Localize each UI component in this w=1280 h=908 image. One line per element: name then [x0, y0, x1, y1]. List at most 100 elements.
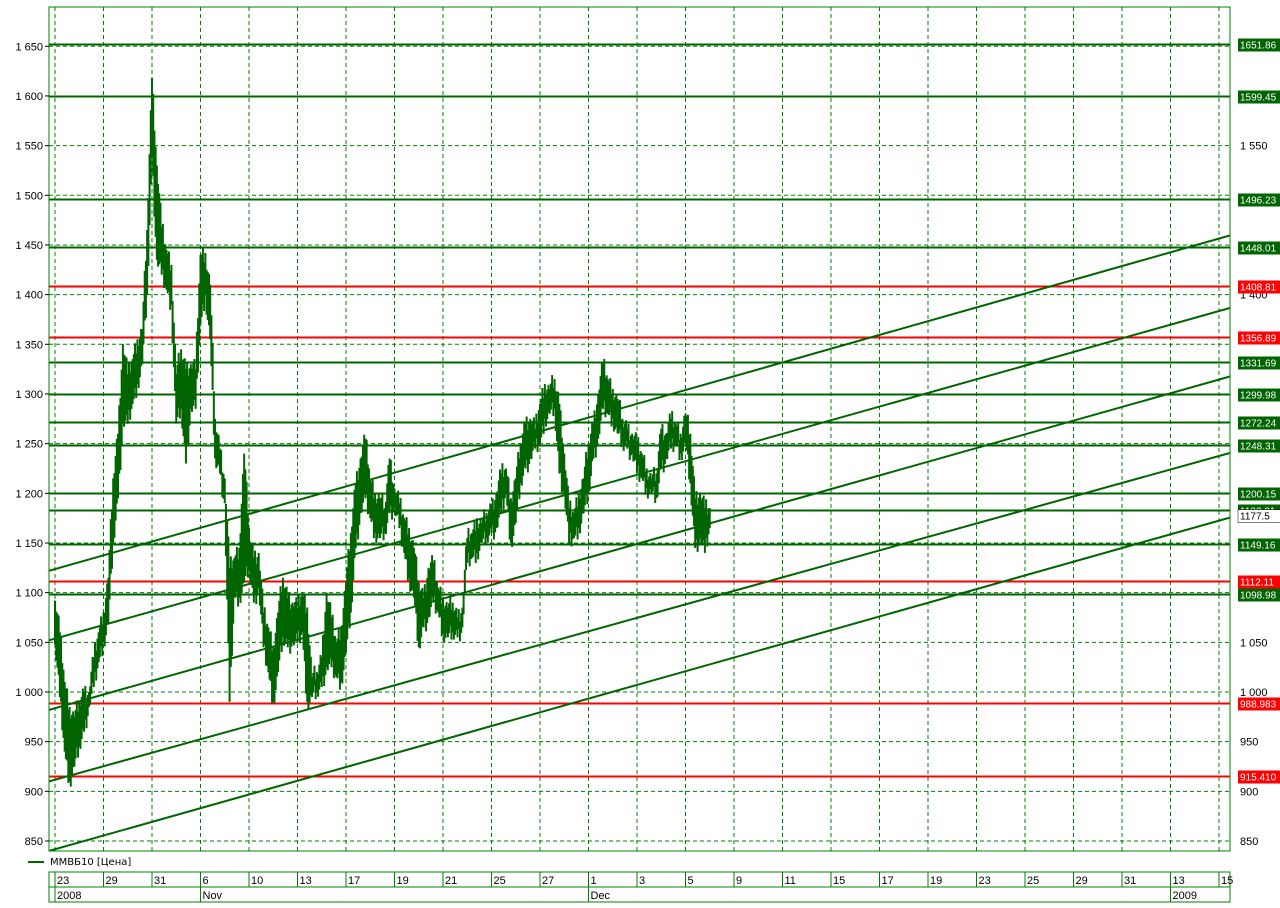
x-tick-label: 5: [688, 875, 694, 887]
level-label: 1112.11: [1240, 578, 1274, 589]
x-tick-label: 15: [1221, 875, 1233, 887]
last-price-box: [1237, 509, 1280, 523]
trend-line: [49, 451, 1230, 783]
trend-line: [49, 516, 1230, 851]
y-tick-label: 1 100: [15, 588, 43, 600]
x-tick-label: 3: [639, 875, 645, 887]
x-tick-label: 25: [1027, 875, 1039, 887]
x-tick-label: 31: [154, 875, 166, 887]
level-label: 988.983: [1240, 700, 1277, 711]
level-label: 1098.98: [1240, 591, 1277, 602]
y-tick-label: 850: [25, 836, 43, 848]
x-tick-label: 11: [785, 875, 796, 887]
x-major-label: Nov: [203, 890, 223, 902]
trend-line: [49, 375, 1230, 711]
last-price-label: 1177.5: [1240, 512, 1270, 523]
x-tick-label: 27: [542, 875, 554, 887]
level-label: 1299.98: [1240, 391, 1277, 402]
y-tick-label: 1 200: [15, 488, 43, 500]
y-tick-label: 1 550: [15, 141, 43, 153]
level-label-box: [1238, 588, 1280, 602]
y-tick-label: 1 300: [15, 389, 43, 401]
level-label-box: [1238, 416, 1280, 430]
x-tick-label: 13: [300, 875, 312, 887]
level-label-box: [1238, 193, 1280, 207]
level-label-box: [1238, 575, 1280, 589]
x-axis: 23 29 31 6 10 13 17 19 21 25 27 1 3 5 9 11 15 17 19 23 25 29 3…: [48, 871, 1233, 903]
y-tick-label: 1 150: [15, 538, 43, 550]
x-tick-label: 6: [203, 875, 209, 887]
legend-line-icon: [28, 861, 44, 863]
y-tick-label: 1 250: [15, 439, 43, 451]
level-label-box: [1238, 439, 1280, 453]
level-label-box: [1238, 487, 1280, 501]
x-major-label: 2009: [1173, 890, 1197, 902]
level-label-box: [1238, 538, 1280, 552]
level-label-box: [1238, 280, 1280, 294]
level-label-box: [1238, 388, 1280, 402]
level-label-box: [1238, 90, 1280, 104]
level-label: 1408.81: [1240, 283, 1277, 294]
level-label: 1248.31: [1240, 442, 1277, 453]
level-label: 1496.23: [1240, 196, 1277, 207]
x-tick-label: 13: [1173, 875, 1185, 887]
y-tick-label: 950: [25, 737, 43, 749]
level-labels: 1651.86 1599.45 1496.23 1448.01 1408.81 1356.…: [1237, 38, 1280, 784]
x-tick-label: 21: [445, 875, 457, 887]
x-tick-label: 1: [591, 875, 597, 887]
plot-area-background: [49, 7, 1230, 851]
x-tick-label: 17: [882, 875, 894, 887]
horizontal-levels: [49, 43, 1230, 778]
level-label: 1149.16: [1240, 541, 1276, 552]
right-y-tick-label: 1 550: [1240, 141, 1268, 153]
y-tick-label: 1 650: [15, 41, 43, 53]
right-y-tick-label: 1 050: [1240, 637, 1268, 649]
level-label: 1651.86: [1240, 41, 1277, 52]
x-tick-label: 17: [348, 875, 360, 887]
level-label: 1200.15: [1240, 490, 1277, 501]
legend-label: ММВБ10 [Цена]: [50, 856, 132, 868]
right-y-tick-label: 1 000: [1240, 687, 1268, 699]
level-label-box: [1238, 331, 1280, 345]
x-tick-label: 29: [106, 875, 118, 887]
left-y-axis: 850 900 950 1 000 1 050 1 100 1 150 1 200 1 250 1…: [15, 41, 49, 848]
level-label: 915.410: [1240, 773, 1277, 784]
y-tick-label: 1 350: [15, 339, 43, 351]
legend: ММВБ10 [Цена]: [28, 855, 131, 869]
y-tick-label: 900: [25, 786, 43, 798]
y-tick-label: 1 000: [15, 687, 43, 699]
x-tick-label: 31: [1124, 875, 1136, 887]
right-y-tick-label: 900: [1240, 786, 1258, 798]
x-tick-label: 25: [494, 875, 506, 887]
level-label-box: [1238, 770, 1280, 784]
x-tick-label: 23: [979, 875, 991, 887]
x-tick-label: 9: [736, 875, 742, 887]
right-y-tick-label: 850: [1240, 836, 1258, 848]
level-label-box: [1238, 356, 1280, 370]
level-label: 1599.45: [1240, 93, 1277, 104]
price-bars: [54, 78, 711, 787]
x-tick-label: 10: [251, 875, 263, 887]
x-tick-label: 19: [930, 875, 942, 887]
level-label: 1331.69: [1240, 359, 1277, 370]
level-label-box: [1238, 38, 1280, 52]
x-tick-label: 23: [57, 875, 69, 887]
x-tick-label: 15: [833, 875, 845, 887]
x-tick-label: 29: [1076, 875, 1088, 887]
level-label-box: [1238, 241, 1280, 255]
level-label: 1448.01: [1240, 244, 1277, 255]
x-major-label: Dec: [591, 890, 611, 902]
level-label-box: [1238, 697, 1280, 711]
plot-area-border: [48, 6, 1231, 852]
x-tick-label: 19: [397, 875, 409, 887]
y-tick-label: 1 450: [15, 240, 43, 252]
x-major-label: 2008: [57, 890, 81, 902]
level-label: 1272.24: [1240, 419, 1277, 430]
right-y-tick-label: 950: [1240, 737, 1258, 749]
level-label: 1356.89: [1240, 334, 1277, 345]
y-tick-label: 1 600: [15, 91, 43, 103]
y-tick-label: 1 500: [15, 190, 43, 202]
y-tick-label: 1 050: [15, 637, 43, 649]
